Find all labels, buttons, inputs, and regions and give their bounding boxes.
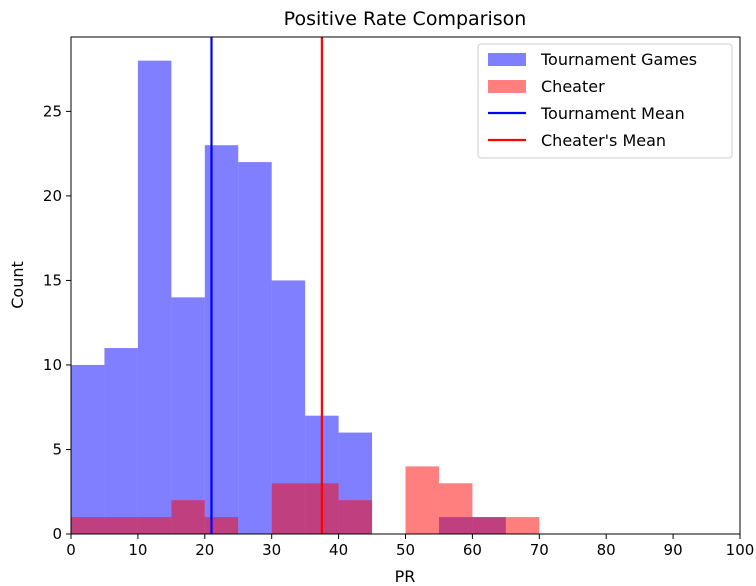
legend-label-cheater-mean: Cheater's Mean [541,131,666,150]
x-tick-label: 30 [262,541,281,559]
cheater-bar-65 [505,517,540,534]
x-tick-label: 20 [195,541,214,559]
x-tick-label: 80 [597,541,616,559]
x-tick-label: 70 [530,541,549,559]
y-tick-label: 15 [43,271,62,289]
x-tick-label: 40 [329,541,348,559]
mean-lines-layer [210,37,323,534]
tournament-bar-15 [171,297,205,534]
cheater-bar-40 [338,500,373,534]
x-axis-label: PR [395,567,416,586]
x-tick-label: 60 [463,541,482,559]
cheater-bar-5 [104,517,138,534]
legend-swatch-cheater [488,80,526,93]
tournament-bar-0 [71,364,105,534]
legend: Tournament Games Cheater Tournament Mean Ch… [477,43,733,159]
y-tick-label: 5 [52,440,62,458]
legend-label-cheater: Cheater [541,77,605,96]
legend-swatch-tournament-games [488,53,526,66]
cheater-bar-30 [271,483,306,534]
y-tick-label: 20 [43,187,62,205]
cheater-bar-10 [137,517,172,534]
cheater-bar-50 [405,466,439,534]
cheater-bar-60 [472,517,506,534]
legend-box [477,43,733,159]
legend-label-tournament-mean: Tournament Mean [540,104,685,123]
y-tick-label: 0 [52,525,62,543]
tournament-bar-10 [137,60,172,535]
chart-title: Positive Rate Comparison [284,8,527,30]
legend-entries: Tournament Games Cheater Tournament Mean Ch… [488,50,697,150]
cheater-bar-15 [171,500,205,534]
x-tick-label: 100 [726,541,755,559]
y-axis-ticks: 0 5 10 15 20 25 [43,102,71,543]
tournament-bar-5 [104,348,138,534]
x-tick-label: 0 [66,541,76,559]
x-tick-label: 90 [664,541,683,559]
legend-label-tournament-games: Tournament Games [540,50,697,69]
cheater-bar-20 [204,517,239,534]
x-tick-label: 50 [396,541,415,559]
bars-layer [71,60,540,535]
y-tick-label: 10 [43,356,62,374]
y-axis-label: Count [8,261,27,309]
cheater-bar-55 [438,483,473,534]
x-axis-ticks: 0 10 20 30 40 50 60 70 80 90 100 [66,534,754,559]
x-tick-label: 10 [128,541,147,559]
tournament-bar-20 [204,145,239,534]
tournament-bar-25 [238,162,272,534]
cheater-bar-0 [71,517,105,534]
y-tick-label: 25 [43,102,62,120]
